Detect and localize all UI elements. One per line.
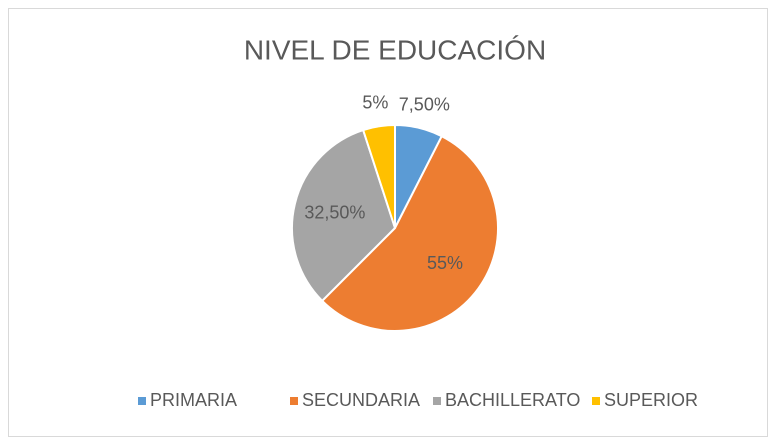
legend-swatch	[138, 397, 146, 405]
legend-label: SECUNDARIA	[302, 390, 420, 410]
legend-label: BACHILLERATO	[445, 390, 580, 410]
data-label: 32,50%	[304, 202, 365, 222]
legend-label: PRIMARIA	[150, 390, 237, 410]
pie-slice	[320, 134, 499, 332]
legend-swatch	[433, 397, 441, 405]
legend-label: SUPERIOR	[604, 390, 698, 410]
legend-swatch	[290, 397, 298, 405]
pie-slice	[361, 123, 396, 229]
legend-swatch	[592, 397, 600, 405]
data-label: 7,50%	[399, 95, 450, 115]
data-label: 5%	[362, 93, 388, 113]
pie-slice	[291, 128, 397, 303]
data-label: 55%	[427, 253, 463, 273]
chart-title: NIVEL DE EDUCACIÓN	[244, 34, 546, 65]
